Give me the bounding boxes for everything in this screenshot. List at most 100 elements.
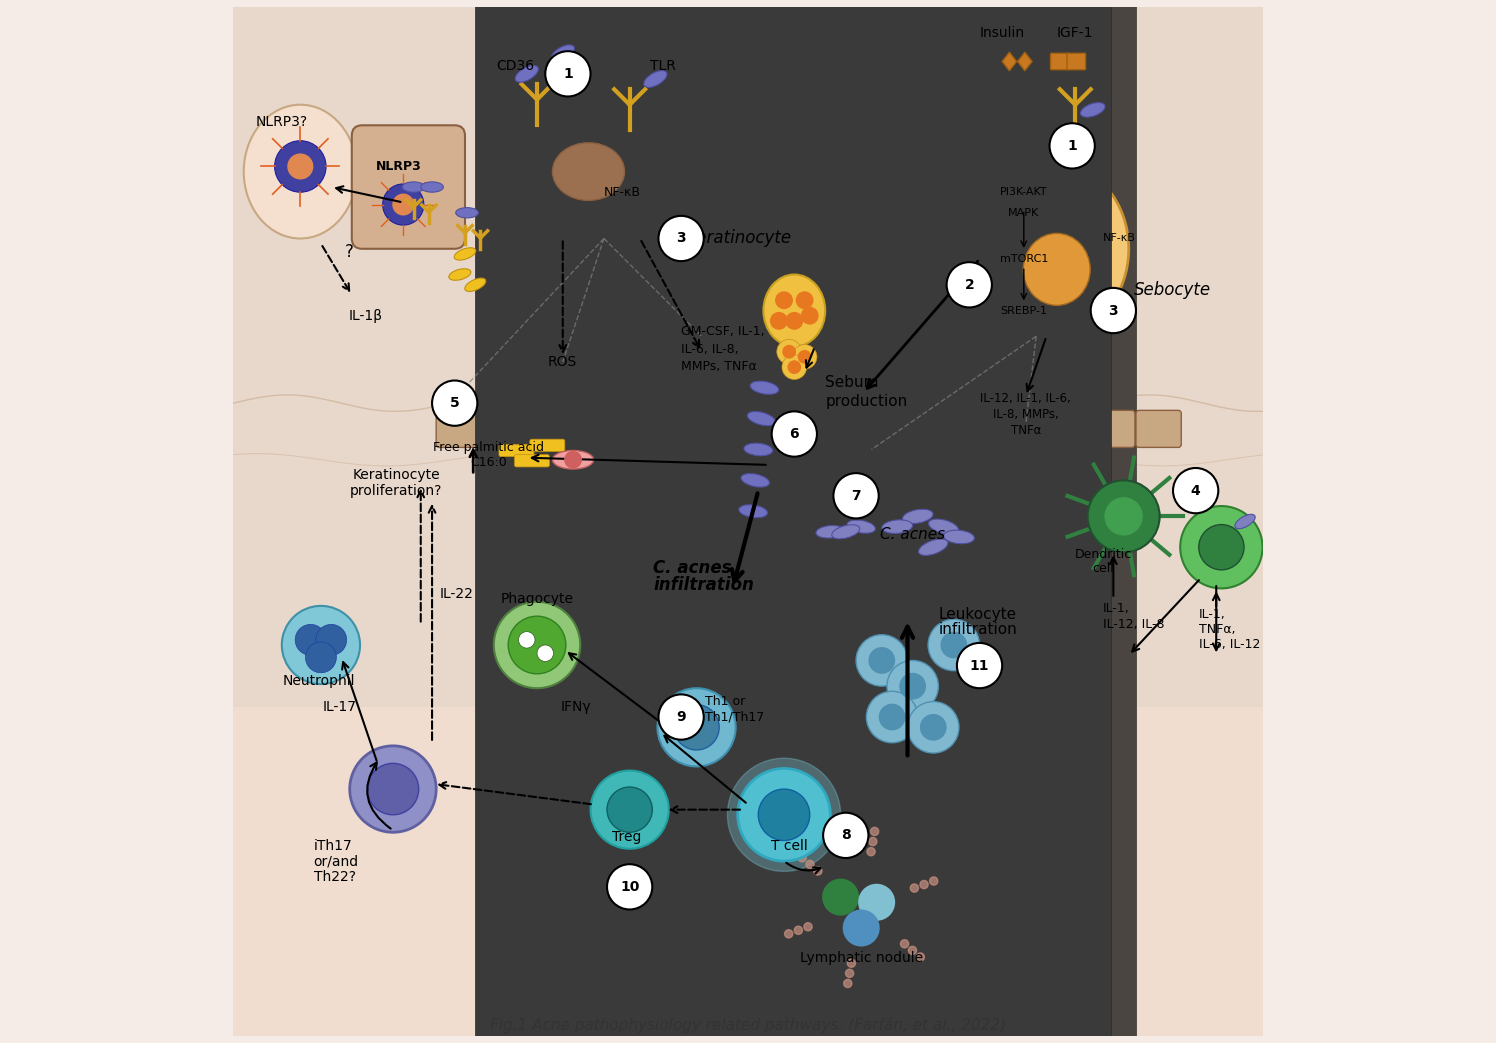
Text: 3: 3 [1109,304,1118,317]
Circle shape [797,853,806,862]
Circle shape [908,702,959,753]
Text: ROS: ROS [548,355,576,369]
Text: Th1 or: Th1 or [705,695,745,708]
Ellipse shape [552,451,594,469]
Circle shape [305,641,337,673]
FancyBboxPatch shape [1067,53,1086,70]
FancyBboxPatch shape [500,444,534,457]
Text: Fig.1 Acne pathophysiology related pathways. (Farfán, et al., 2022): Fig.1 Acne pathophysiology related pathw… [489,1017,1007,1033]
Text: TNFα: TNFα [1011,425,1041,437]
Text: 1: 1 [1067,139,1077,153]
FancyBboxPatch shape [1043,410,1089,447]
Text: cell: cell [1092,562,1115,576]
Ellipse shape [744,443,772,456]
Text: IL-8, MMPs,: IL-8, MMPs, [993,408,1059,421]
Text: 10: 10 [619,880,639,894]
Circle shape [494,602,580,688]
Text: Lymphatic nodule: Lymphatic nodule [800,951,923,965]
Text: Free palmitic acid: Free palmitic acid [434,441,545,454]
Text: NF-κB: NF-κB [1103,234,1135,243]
Circle shape [941,632,968,658]
Ellipse shape [881,519,913,533]
Circle shape [920,714,947,741]
Text: 6: 6 [790,427,799,441]
Text: IFNγ: IFNγ [561,700,591,713]
Text: IL-12, IL-8: IL-12, IL-8 [1103,617,1164,631]
Text: Phagocyte: Phagocyte [501,591,573,606]
Circle shape [1091,288,1135,333]
FancyBboxPatch shape [483,410,528,447]
FancyBboxPatch shape [476,0,1112,1043]
Ellipse shape [832,525,860,539]
Text: Th22?: Th22? [314,870,356,883]
Ellipse shape [944,530,974,543]
Ellipse shape [1234,514,1255,529]
Circle shape [869,838,877,846]
Text: Neutrophil: Neutrophil [283,674,356,688]
Circle shape [842,909,880,947]
Circle shape [847,960,856,967]
Circle shape [802,308,818,324]
Text: 9: 9 [676,710,687,724]
Text: proliferation?: proliferation? [350,484,443,498]
Circle shape [928,620,980,671]
Circle shape [785,313,802,329]
Circle shape [281,606,361,684]
Text: 11: 11 [969,658,989,673]
Circle shape [367,763,419,815]
Circle shape [782,355,806,380]
Circle shape [1198,525,1245,569]
Ellipse shape [420,181,443,192]
Text: Keratinocyte: Keratinocyte [352,468,440,482]
Text: IGF-1: IGF-1 [1056,26,1094,40]
Text: TNFα,: TNFα, [1198,623,1236,636]
Circle shape [545,51,591,96]
Text: TLR: TLR [651,58,676,73]
Circle shape [794,926,802,935]
Ellipse shape [1023,234,1091,306]
Text: IL-6, IL-8,: IL-6, IL-8, [681,343,739,356]
Text: 3: 3 [676,232,687,245]
FancyBboxPatch shape [352,125,465,249]
FancyBboxPatch shape [951,410,996,447]
Circle shape [607,865,652,909]
Text: infiltration: infiltration [654,577,754,595]
Circle shape [916,953,925,962]
Ellipse shape [805,856,919,959]
Text: ?: ? [344,243,353,261]
Ellipse shape [552,143,624,200]
Circle shape [1180,506,1263,588]
Ellipse shape [1080,102,1106,117]
Text: Sebum: Sebum [826,375,878,390]
Circle shape [799,350,811,363]
Circle shape [856,635,908,686]
Text: MMPs, TNFα: MMPs, TNFα [681,360,757,372]
Circle shape [871,827,878,835]
FancyBboxPatch shape [859,410,904,447]
Circle shape [823,878,859,916]
Circle shape [776,292,793,309]
Circle shape [565,452,582,468]
Ellipse shape [455,248,476,260]
Ellipse shape [515,66,539,82]
Circle shape [1088,481,1159,553]
Circle shape [350,746,437,832]
Circle shape [772,411,817,457]
Circle shape [758,790,809,841]
Circle shape [929,877,938,886]
Circle shape [295,625,326,655]
FancyBboxPatch shape [1135,410,1182,447]
Text: C. acnes: C. acnes [880,528,945,542]
Circle shape [275,141,326,192]
Ellipse shape [741,474,769,487]
Circle shape [866,692,919,743]
Text: mTORC1: mTORC1 [999,254,1049,264]
Circle shape [738,769,830,862]
Text: IL-22: IL-22 [440,586,473,601]
Text: T cell: T cell [770,839,808,853]
Circle shape [833,474,878,518]
Circle shape [868,647,895,674]
Text: IL-17: IL-17 [323,700,358,713]
Circle shape [844,979,851,988]
Text: 5: 5 [450,396,459,410]
